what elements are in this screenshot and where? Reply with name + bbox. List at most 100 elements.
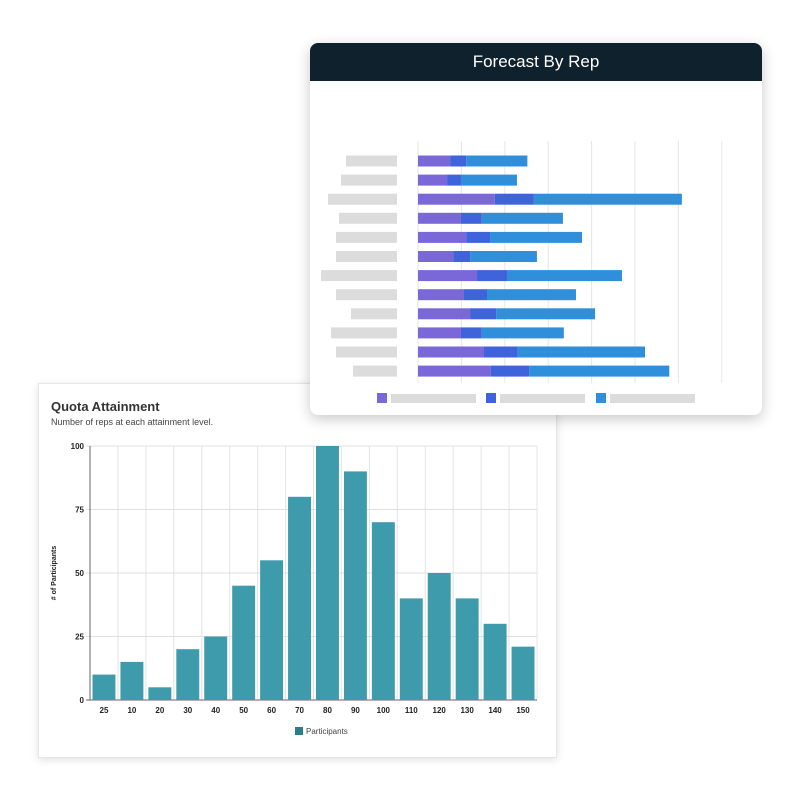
legend-label: Participants	[306, 727, 348, 736]
x-tick-label: 10	[127, 706, 136, 715]
quota-subtitle: Number of reps at each attainment level.	[51, 417, 214, 427]
bar-segment	[470, 308, 497, 320]
x-tick-label: 50	[239, 706, 248, 715]
bar-segment	[466, 155, 528, 167]
rep-name-placeholder	[339, 212, 397, 224]
bar	[427, 573, 451, 700]
bar-segment	[470, 251, 537, 262]
bar	[343, 471, 367, 700]
bar	[483, 623, 507, 700]
bar-segment	[460, 212, 482, 224]
bar-segment	[418, 289, 465, 301]
x-tick-label: 40	[211, 706, 220, 715]
x-tick-label: 70	[295, 706, 304, 715]
rep-name-placeholder	[351, 308, 397, 320]
bar	[148, 687, 172, 700]
bar	[204, 636, 228, 700]
bar	[92, 674, 116, 700]
bar	[371, 522, 395, 700]
x-tick-label: 80	[323, 706, 332, 715]
bar-segment	[418, 346, 484, 358]
y-tick-label: 50	[75, 569, 84, 578]
rep-name-placeholder	[336, 289, 397, 301]
x-tick-label: 150	[516, 706, 530, 715]
legend-label-placeholder	[500, 394, 585, 403]
rep-name-placeholder	[341, 174, 397, 186]
y-tick-label: 75	[75, 506, 84, 515]
forecast-card: Forecast By Rep	[310, 43, 762, 415]
bar	[260, 560, 284, 700]
bar-segment	[418, 308, 471, 320]
bar-segment	[529, 365, 670, 377]
rep-name-placeholder	[331, 327, 397, 339]
x-tick-label: 110	[405, 706, 418, 715]
bar-segment	[483, 346, 518, 358]
rep-name-placeholder	[336, 346, 397, 358]
y-axis-label: # of Participants	[51, 546, 58, 601]
bar-segment	[481, 327, 564, 339]
legend-swatch	[596, 393, 606, 403]
x-tick-label: 130	[460, 706, 474, 715]
bar-segment	[418, 174, 448, 186]
bar-segment	[418, 231, 467, 243]
bar-segment	[418, 193, 495, 205]
bar	[399, 598, 423, 700]
x-tick-label: 20	[155, 706, 164, 715]
bar	[232, 585, 256, 700]
bar-segment	[453, 251, 471, 262]
bar-segment	[533, 193, 682, 205]
bar-segment	[466, 231, 491, 243]
forecast-title: Forecast By Rep	[310, 43, 762, 81]
x-tick-label: 120	[433, 706, 447, 715]
bar-segment	[418, 365, 491, 377]
rep-name-placeholder	[346, 155, 397, 167]
bar	[455, 598, 479, 700]
bar-segment	[418, 155, 451, 167]
bar-segment	[418, 251, 454, 262]
forecast-chart	[321, 141, 723, 403]
legend-label-placeholder	[610, 394, 695, 403]
y-tick-label: 0	[80, 696, 85, 705]
x-tick-label: 60	[267, 706, 276, 715]
quota-chart: 0 25 50 75 100 25 10 20 30 40 50 60 70 80 90 100 110 120 1…	[51, 442, 538, 736]
x-tick-label: 100	[377, 706, 391, 715]
bar-segment	[490, 365, 530, 377]
bar	[316, 446, 339, 700]
bar-segment	[477, 270, 507, 282]
bar-segment	[418, 327, 461, 339]
rep-name-placeholder	[321, 270, 397, 282]
bar-segment	[494, 193, 534, 205]
bar-segment	[496, 308, 596, 320]
bar	[288, 496, 311, 700]
quota-attainment-card: Quota Attainment Number of reps at each …	[38, 383, 557, 758]
rep-name-placeholder	[336, 251, 397, 262]
bar-segment	[517, 346, 645, 358]
bar-segment	[464, 289, 488, 301]
rep-name-placeholder	[328, 193, 397, 205]
legend-label-placeholder	[391, 394, 476, 403]
bar-segment	[418, 270, 478, 282]
x-tick-label: 140	[488, 706, 502, 715]
bar-segment	[481, 212, 563, 224]
x-tick-label: 25	[100, 706, 109, 715]
x-tick-label: 90	[351, 706, 360, 715]
legend-swatch	[486, 393, 496, 403]
bar-segment	[506, 270, 622, 282]
bar-segment	[460, 174, 517, 186]
y-tick-label: 100	[71, 442, 85, 451]
bar-segment	[490, 231, 583, 243]
bar-segment	[447, 174, 461, 186]
bar	[120, 661, 144, 700]
rep-name-placeholder	[353, 365, 397, 377]
x-tick-label: 30	[183, 706, 192, 715]
bar	[176, 649, 200, 700]
rep-name-placeholder	[336, 231, 397, 243]
bar-segment	[418, 212, 461, 224]
bar-segment	[487, 289, 576, 301]
bar	[511, 646, 535, 700]
bar-segment	[450, 155, 467, 167]
y-tick-label: 25	[75, 633, 84, 642]
quota-title: Quota Attainment	[51, 399, 160, 414]
legend-swatch	[377, 393, 387, 403]
bar-segment	[460, 327, 482, 339]
